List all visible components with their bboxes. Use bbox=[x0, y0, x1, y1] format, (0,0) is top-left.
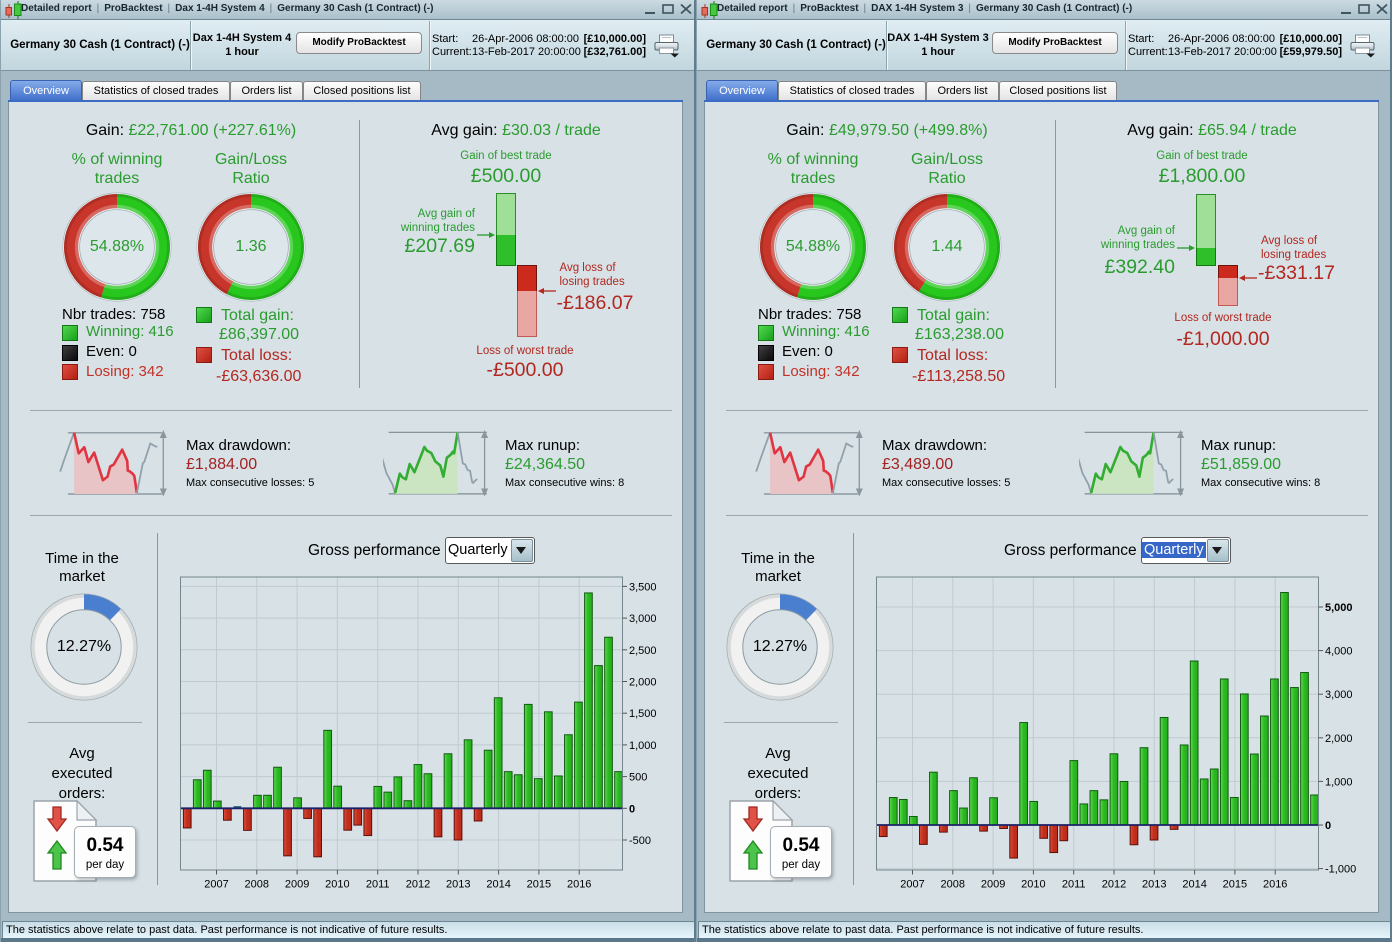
svg-text:2012: 2012 bbox=[1102, 879, 1126, 891]
svg-text:2013: 2013 bbox=[1142, 879, 1166, 891]
svg-text:2009: 2009 bbox=[981, 879, 1005, 891]
svg-text:4,000: 4,000 bbox=[1325, 646, 1353, 658]
svg-text:2012: 2012 bbox=[406, 879, 430, 891]
svg-text:2007: 2007 bbox=[204, 879, 228, 891]
svg-text:2008: 2008 bbox=[245, 879, 269, 891]
svg-text:2,500: 2,500 bbox=[629, 645, 657, 657]
svg-text:2008: 2008 bbox=[941, 879, 965, 891]
svg-text:1,000: 1,000 bbox=[1325, 776, 1353, 788]
svg-text:2011: 2011 bbox=[366, 879, 390, 891]
svg-text:2,000: 2,000 bbox=[1325, 733, 1353, 745]
svg-text:2011: 2011 bbox=[1062, 879, 1086, 891]
svg-text:2013: 2013 bbox=[446, 879, 470, 891]
svg-text:2007: 2007 bbox=[900, 879, 924, 891]
svg-text:2,000: 2,000 bbox=[629, 677, 657, 689]
svg-text:1,000: 1,000 bbox=[629, 740, 657, 752]
svg-text:3,000: 3,000 bbox=[629, 613, 657, 625]
svg-text:0: 0 bbox=[629, 803, 635, 815]
svg-text:2014: 2014 bbox=[486, 879, 510, 891]
svg-text:2010: 2010 bbox=[325, 879, 349, 891]
svg-text:5,000: 5,000 bbox=[1325, 602, 1353, 614]
svg-text:-1,000: -1,000 bbox=[1325, 864, 1356, 876]
svg-text:3,000: 3,000 bbox=[1325, 689, 1353, 701]
svg-text:0: 0 bbox=[1325, 820, 1331, 832]
svg-text:-500: -500 bbox=[629, 835, 651, 847]
svg-text:2016: 2016 bbox=[567, 879, 591, 891]
svg-text:2009: 2009 bbox=[285, 879, 309, 891]
svg-text:2015: 2015 bbox=[527, 879, 551, 891]
svg-text:500: 500 bbox=[629, 772, 647, 784]
svg-text:2016: 2016 bbox=[1263, 879, 1287, 891]
svg-text:3,500: 3,500 bbox=[629, 581, 657, 593]
svg-text:1,500: 1,500 bbox=[629, 708, 657, 720]
svg-text:2015: 2015 bbox=[1223, 879, 1247, 891]
svg-text:2014: 2014 bbox=[1182, 879, 1206, 891]
svg-text:2010: 2010 bbox=[1021, 879, 1045, 891]
